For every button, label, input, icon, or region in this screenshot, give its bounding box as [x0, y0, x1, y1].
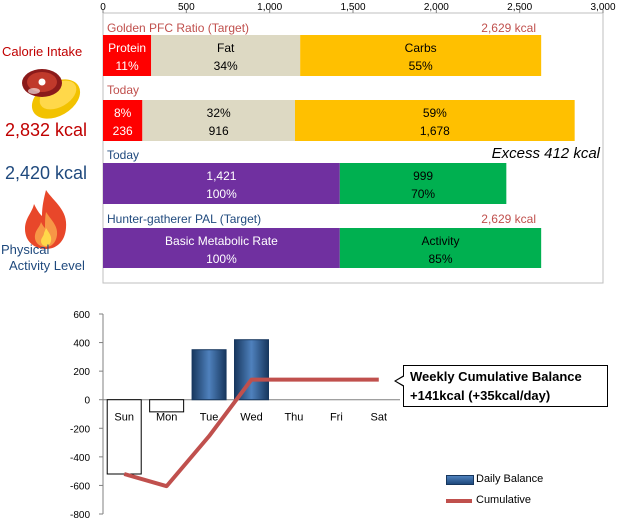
segment-bar	[339, 228, 542, 268]
excess-annotation: Excess 412 kcal	[492, 145, 601, 162]
segment-label: 8%	[114, 106, 132, 120]
segment-value: 11%	[116, 59, 139, 73]
y-tick-label: 400	[73, 339, 90, 350]
row-title: Hunter-gatherer PAL (Target)	[107, 212, 261, 226]
segment-bar	[103, 35, 152, 76]
segment-value: 34%	[214, 59, 238, 73]
legend-swatch-daily	[446, 475, 474, 485]
x-tick-label: 2,500	[507, 2, 532, 13]
segment-bar	[103, 163, 340, 204]
x-tick-label: 500	[178, 2, 195, 13]
pfc-chart: 0 500 1,000 1,500 2,000 2,500 3,000 Golden PFC…	[100, 2, 616, 284]
segment-label: Protein	[108, 41, 146, 55]
segment-value: 236	[113, 124, 133, 138]
category-label: Mon	[156, 412, 177, 424]
segment-label: Basic Metabolic Rate	[165, 234, 278, 248]
cumulative-line	[123, 377, 379, 489]
category-label: Fri	[330, 412, 343, 424]
weekly-balance-chart: 600 400 200 0 -200 -400 -600 -800 Sun Mon Tue Wed T…	[70, 310, 400, 521]
segment-bar	[151, 35, 301, 76]
legend-label-daily: Daily Balance	[476, 473, 544, 485]
segment-value: 1,678	[420, 124, 450, 138]
activity-burn-value: 2,420 kcal	[5, 163, 88, 183]
x-tick-label: 0	[100, 2, 106, 13]
x-tick-label: 3,000	[590, 2, 615, 13]
daily-balance-bar	[149, 399, 185, 413]
meat-fruit-icon	[22, 69, 81, 119]
segment-value: 100%	[206, 187, 237, 201]
row-title: Golden PFC Ratio (Target)	[107, 21, 249, 35]
y-tick-label: -600	[70, 481, 90, 492]
calorie-intake-title: Calorie Intake	[2, 44, 83, 59]
legend-swatch-cumulative	[446, 499, 472, 503]
category-label: Wed	[240, 412, 262, 424]
row-total-label: 2,629 kcal	[481, 212, 536, 226]
segment-value: 916	[209, 124, 229, 138]
row-title: Today	[107, 148, 139, 162]
daily-balance-bar	[234, 339, 269, 401]
category-label: Sat	[371, 412, 388, 424]
callout-line-2: +141kcal (+35kcal/day)	[410, 388, 551, 403]
x-tick-label: 2,000	[424, 2, 449, 13]
segment-bar	[142, 100, 295, 141]
y-tick-label: 0	[84, 396, 90, 407]
y-tick-label: -400	[70, 453, 90, 464]
x-tick-label: 1,000	[257, 2, 282, 13]
y-tick-label: -200	[70, 424, 90, 435]
callout-line-1: Weekly Cumulative Balance	[410, 369, 582, 384]
y-tick-label: -800	[70, 510, 90, 521]
segment-bar	[103, 228, 340, 268]
segment-bar	[103, 100, 143, 141]
weekly-balance-callout: Weekly Cumulative Balance +141kcal (+35k…	[394, 365, 608, 407]
daily-balance-bar	[191, 349, 227, 401]
segment-label: Activity	[421, 234, 459, 248]
category-label: Tue	[200, 412, 219, 424]
y-tick-label: 600	[73, 310, 90, 321]
physical-activity-title-2: Activity Level	[9, 258, 85, 273]
legend-label-cumulative: Cumulative	[476, 494, 532, 506]
segment-value: 55%	[409, 59, 433, 73]
segment-bar	[295, 100, 575, 141]
row-total-label: 2,629 kcal	[481, 21, 536, 35]
segment-label: Fat	[217, 41, 235, 55]
row-title: Today	[107, 83, 139, 97]
calorie-intake-value: 2,832 kcal	[5, 120, 88, 140]
segment-bar	[300, 35, 542, 76]
daily-balance-bar	[106, 399, 142, 475]
segment-label: 1,421	[206, 169, 236, 183]
segment-bar	[339, 163, 507, 204]
segment-label: 999	[413, 169, 433, 183]
segment-value: 100%	[206, 252, 237, 266]
x-tick-label: 1,500	[340, 2, 365, 13]
category-label: Sun	[114, 412, 134, 424]
segment-label: 59%	[423, 106, 447, 120]
segment-label: 32%	[207, 106, 231, 120]
flame-icon	[25, 190, 67, 249]
segment-value: 85%	[428, 252, 452, 266]
segment-label: Carbs	[405, 41, 437, 55]
segment-value: 70%	[411, 187, 435, 201]
physical-activity-title-1: Physical	[1, 242, 50, 257]
category-label: Thu	[284, 412, 303, 424]
y-tick-label: 200	[73, 367, 90, 378]
